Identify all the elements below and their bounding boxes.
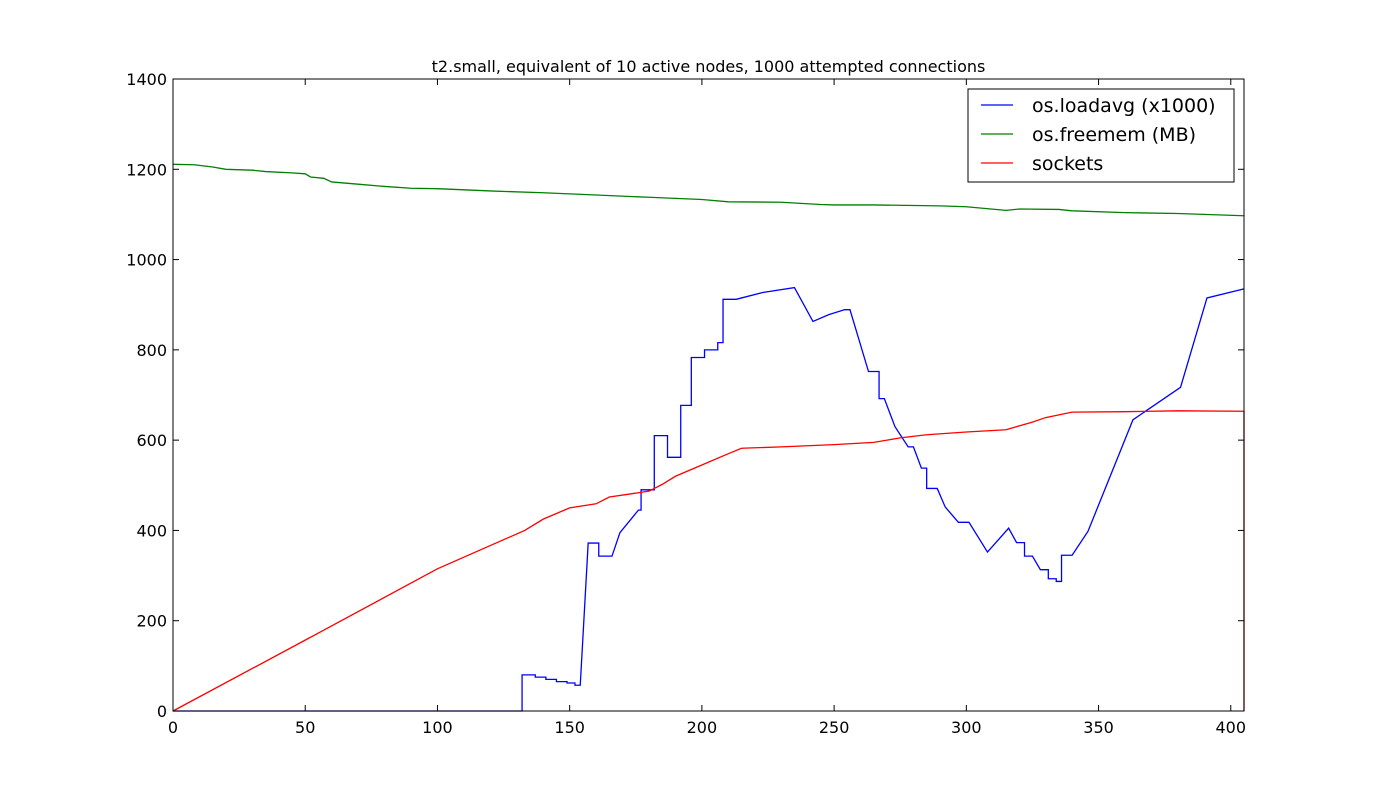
series-line-1 [172, 163, 1245, 217]
chart-title: t2.small, equivalent of 10 active nodes,… [432, 57, 986, 76]
y-tick-label: 400 [136, 521, 167, 540]
y-tick-label: 1200 [126, 160, 167, 179]
legend-label-2: sockets [1032, 153, 1103, 175]
x-tick-label: 200 [687, 718, 718, 737]
x-tick-label: 150 [554, 718, 585, 737]
x-tick-label: 300 [951, 718, 982, 737]
x-tick-label: 100 [422, 718, 453, 737]
legend-label-1: os.freemem (MB) [1032, 124, 1196, 146]
y-tick-label: 1400 [126, 70, 167, 89]
y-tick-label: 800 [136, 341, 167, 360]
x-tick-label: 50 [295, 718, 315, 737]
y-tick-label: 600 [136, 431, 167, 450]
y-tick-label: 200 [136, 612, 167, 631]
y-tick-label: 0 [157, 702, 167, 721]
y-tick-label: 1000 [126, 251, 167, 270]
series-line-0 [173, 286, 1245, 712]
axis-layer: 0 50 100 150 200 250 300 350 400 0 200 400 600 800 100… [126, 70, 1246, 737]
series-line-2 [172, 410, 1245, 712]
plot-frame [172, 78, 1245, 712]
legend: os.loadavg (x1000) os.freemem (MB) sockets [967, 88, 1235, 183]
series-layer [172, 163, 1245, 712]
x-tick-label: 400 [1216, 718, 1247, 737]
legend-label-0: os.loadavg (x1000) [1032, 95, 1216, 117]
x-tick-label: 0 [168, 718, 178, 737]
x-tick-label: 250 [819, 718, 850, 737]
x-tick-label: 350 [1083, 718, 1114, 737]
